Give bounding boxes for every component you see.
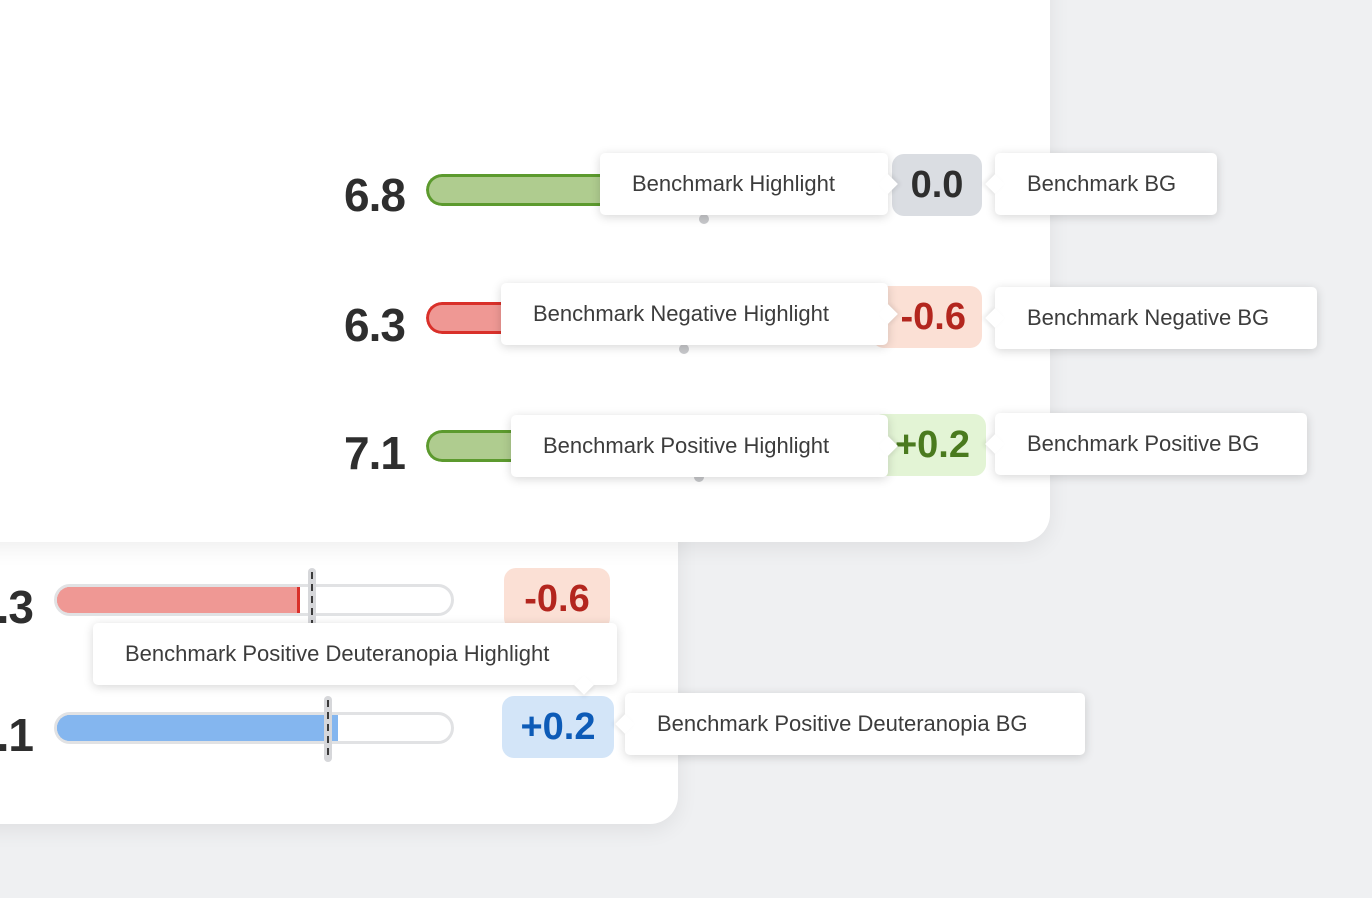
benchmark-positive-deuteranopia-bg-label: Benchmark Positive Deuteranopia BG — [615, 693, 1085, 755]
benchmark-negative-bg-label: Benchmark Negative BG — [985, 287, 1317, 349]
benchmark-negative-highlight-label: Benchmark Negative Highlight — [501, 283, 898, 345]
score-value: 7.1 — [344, 427, 406, 479]
benchmark-positive-deuteranopia-highlight-label: Benchmark Positive Deuteranopia Highligh… — [93, 623, 617, 695]
score-value: 6.3 — [344, 299, 406, 351]
benchmark-badge: +0.2 — [872, 414, 986, 476]
benchmark-dot — [699, 214, 709, 224]
benchmark-badge: +0.2 — [502, 696, 614, 758]
score-value: 7.1 — [0, 709, 34, 761]
score-value: 6.3 — [0, 581, 34, 633]
score-bar-fill — [426, 174, 626, 206]
benchmark-marker — [324, 696, 332, 762]
benchmark-highlight-label: Benchmark Highlight — [600, 153, 898, 215]
benchmark-badge: -0.6 — [872, 286, 982, 348]
score-bar — [426, 174, 626, 206]
score-bar — [54, 584, 454, 616]
benchmark-positive-highlight-label: Benchmark Positive Highlight — [511, 415, 898, 477]
benchmark-bg-label: Benchmark BG — [985, 153, 1217, 215]
benchmark-dot — [679, 344, 689, 354]
benchmark-dot — [694, 472, 704, 482]
benchmark-positive-bg-label: Benchmark Positive BG — [985, 413, 1307, 475]
score-value: 6.8 — [344, 169, 406, 221]
benchmark-badge: -0.6 — [504, 568, 610, 630]
score-bar-fill — [57, 587, 300, 613]
benchmark-badge: 0.0 — [892, 154, 982, 216]
score-bar-fill — [57, 715, 338, 741]
score-bar — [54, 712, 454, 744]
